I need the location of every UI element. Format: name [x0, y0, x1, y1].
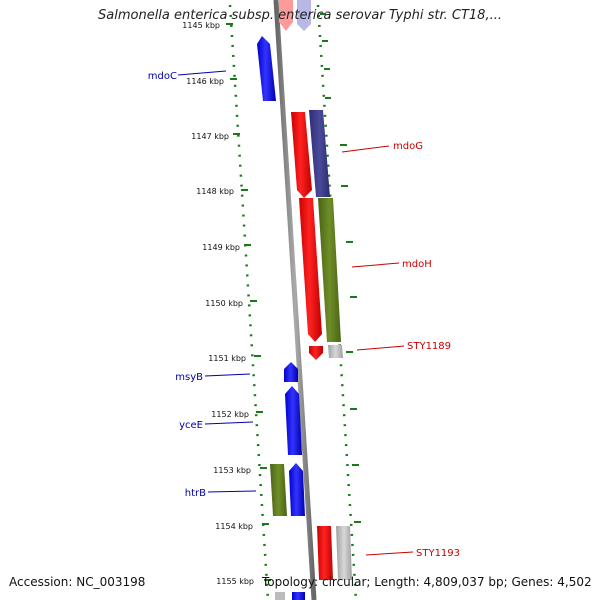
- scale-tick-label: 1150 kbp: [205, 299, 243, 308]
- scale-tick-label: 1149 kbp: [202, 243, 240, 252]
- gene-label-msyB[interactable]: msyB: [175, 372, 203, 383]
- scale-tick-label: 1147 kbp: [191, 132, 229, 141]
- gene-label-mdoH[interactable]: mdoH: [402, 259, 432, 270]
- scale-tick-label: 1155 kbp: [216, 577, 254, 586]
- gene-label-mdoC[interactable]: mdoC: [148, 71, 177, 82]
- scale-tick-label: 1154 kbp: [215, 522, 253, 531]
- scale-ticks: 1145 kbp 1146 kbp 1147 kbp 1148 kbp 1149…: [182, 21, 271, 586]
- genome-summary-text: Topology: circular; Length: 4,809,037 bp…: [262, 575, 592, 589]
- scale-tick-label: 1153 kbp: [213, 466, 251, 475]
- gene-label-STY1193[interactable]: STY1193: [416, 548, 460, 559]
- scale-tick-label: 1148 kbp: [196, 187, 234, 196]
- gene-cog-htrB[interactable]: [270, 464, 287, 516]
- gene-label-yceE[interactable]: yceE: [179, 420, 203, 431]
- gene-arrow[interactable]: [275, 592, 285, 600]
- genome-backbone: [273, 0, 317, 600]
- gene-cog-STY1189[interactable]: [328, 345, 343, 358]
- accession-text: Accession: NC_003198: [9, 575, 146, 589]
- gene-label-STY1189[interactable]: STY1189: [407, 341, 451, 352]
- scale-tick-label: 1152 kbp: [211, 410, 249, 419]
- gene-features: [257, 0, 352, 600]
- map-title: Salmonella enterica subsp. enterica sero…: [98, 8, 502, 23]
- gene-arrow-mdoH[interactable]: [299, 198, 322, 342]
- gene-arrow-STY1193[interactable]: [317, 526, 333, 580]
- gene-arrow[interactable]: [279, 0, 293, 31]
- gene-cog-mdoH[interactable]: [318, 198, 341, 342]
- scale-tick-label: 1145 kbp: [182, 21, 220, 30]
- gene-cog-STY1193[interactable]: [336, 526, 352, 580]
- gene-arrow-STY1189[interactable]: [309, 346, 323, 360]
- scale-tick-label: 1146 kbp: [186, 77, 224, 86]
- label-leaders: [177, 70, 414, 556]
- gene-cog-mdoG[interactable]: [309, 110, 330, 197]
- gene-arrow-mdoC[interactable]: [257, 36, 276, 101]
- gene-label-htrB[interactable]: htrB: [185, 488, 206, 499]
- gene-arrow-htrB[interactable]: [289, 463, 305, 516]
- gene-labels: mdoC msyB yceE htrB mdoG mdoH STY1189 ST…: [148, 71, 460, 559]
- gene-arrow[interactable]: [292, 592, 305, 600]
- gene-arrow[interactable]: [297, 0, 311, 31]
- gene-arrow-msyB[interactable]: [284, 362, 298, 382]
- right-scale-ticks: [320, 13, 361, 523]
- gene-arrow-yceE[interactable]: [285, 386, 302, 455]
- gene-label-mdoG[interactable]: mdoG: [393, 141, 423, 152]
- scale-tick-label: 1151 kbp: [208, 354, 246, 363]
- gene-arrow-mdoG[interactable]: [291, 112, 312, 198]
